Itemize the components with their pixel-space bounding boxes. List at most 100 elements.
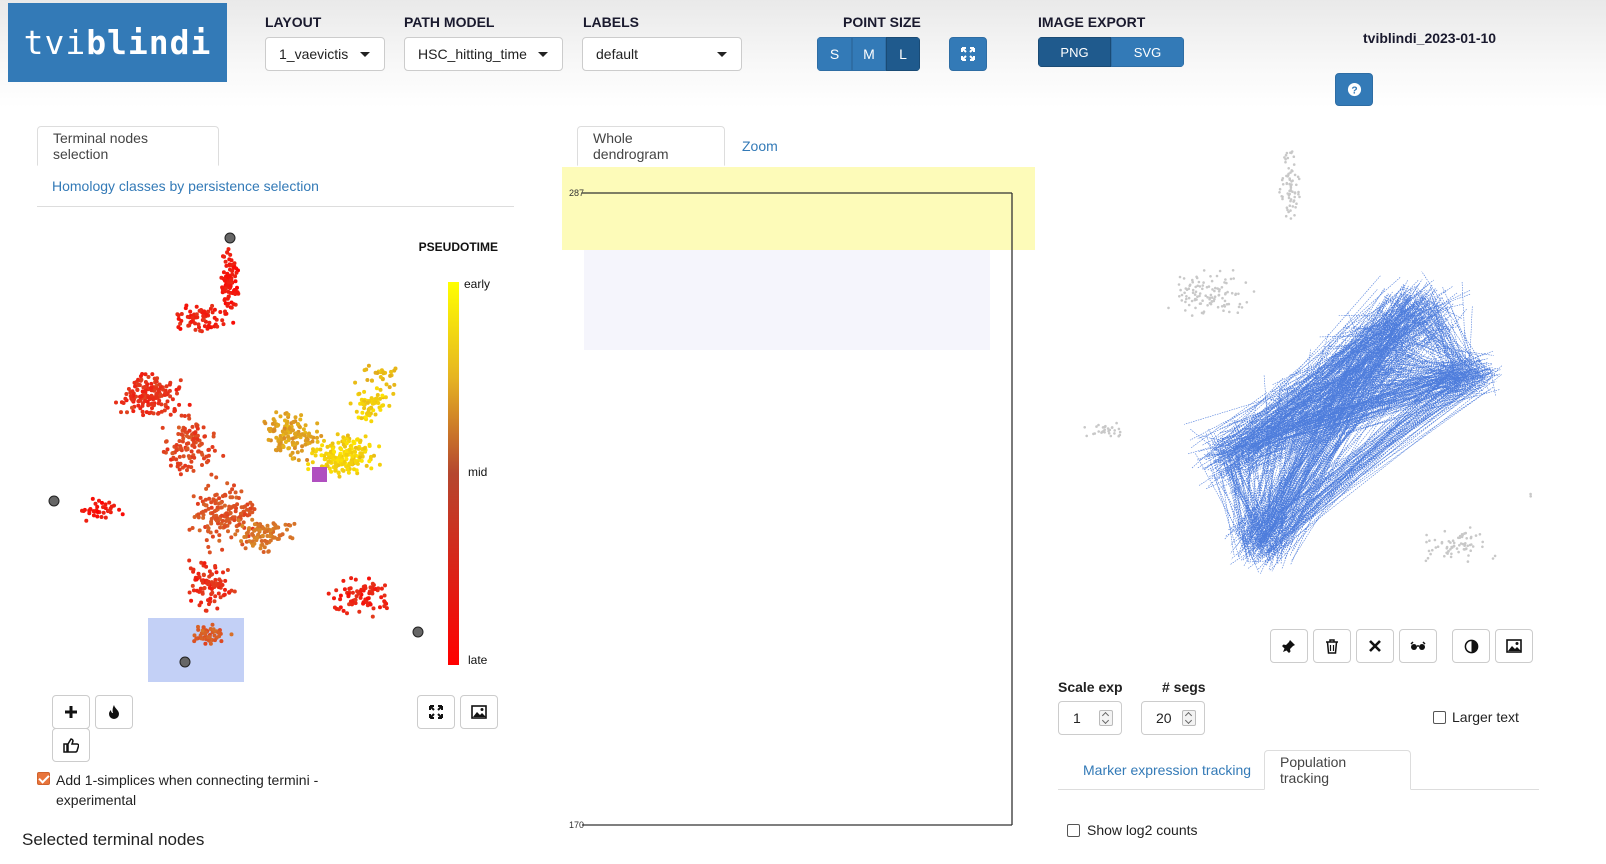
cell-point	[222, 524, 227, 529]
cell-point	[184, 441, 189, 446]
tab-population-tracking[interactable]: Population tracking	[1264, 750, 1411, 790]
cell-point	[275, 423, 280, 428]
cell-point	[226, 294, 231, 299]
question-circle-icon: ?	[1347, 82, 1361, 96]
cell-point	[223, 259, 228, 264]
image-icon	[1506, 639, 1522, 653]
cell-point	[179, 413, 184, 418]
cell-point	[335, 432, 340, 437]
background-point	[1481, 540, 1484, 544]
scale-exp-input[interactable]: 1	[1058, 701, 1122, 735]
path-model-select[interactable]: HSC_hitting_time	[404, 37, 563, 71]
background-point	[1223, 281, 1226, 284]
cell-point	[345, 611, 349, 616]
terminal-node[interactable]	[48, 495, 60, 507]
export-network-image-button[interactable]	[1495, 629, 1533, 663]
cell-point	[176, 325, 181, 330]
export-image-button[interactable]	[460, 695, 498, 729]
cell-point	[132, 380, 137, 385]
terminal-node[interactable]	[179, 656, 191, 668]
point-size-m-button[interactable]: M	[852, 37, 886, 71]
cell-point	[350, 602, 354, 607]
cell-point	[194, 312, 199, 317]
background-point	[1228, 310, 1231, 314]
stepper-arrows-icon[interactable]	[1182, 710, 1196, 726]
fullscreen-button[interactable]	[949, 37, 987, 71]
cell-point	[315, 447, 320, 452]
cell-point	[214, 475, 219, 480]
larger-text-checkbox[interactable]	[1433, 711, 1446, 724]
labels-select[interactable]: default	[582, 37, 742, 71]
tab-whole-dendrogram[interactable]: Whole dendrogram	[577, 126, 725, 166]
expand-icon	[961, 47, 975, 61]
background-point	[1210, 279, 1214, 283]
segs-input[interactable]: 20	[1141, 701, 1205, 735]
pin-button[interactable]	[1270, 629, 1308, 663]
chevron-down-icon	[717, 52, 727, 57]
cell-point	[125, 410, 129, 415]
background-point	[1470, 543, 1473, 546]
like-button[interactable]	[52, 728, 90, 762]
cell-point	[180, 439, 185, 444]
tab-zoom[interactable]: Zoom	[742, 138, 778, 154]
selection-box[interactable]	[148, 618, 244, 682]
terminal-node[interactable]	[224, 232, 236, 244]
cell-point	[195, 437, 200, 442]
cell-point	[326, 455, 331, 460]
cell-point	[212, 307, 217, 312]
delete-button[interactable]	[1313, 629, 1351, 663]
dendrogram-plot[interactable]: 287 170	[560, 165, 1040, 835]
background-point	[1188, 283, 1192, 287]
cell-point	[328, 443, 333, 448]
cell-point	[177, 454, 182, 459]
terminal-node[interactable]	[412, 626, 424, 638]
pseudotime-scatter-plot[interactable]: PSEUDOTIME early mid late	[40, 215, 510, 690]
cell-point	[126, 387, 131, 391]
cell-point	[341, 438, 346, 443]
tab-terminal-nodes-selection[interactable]: Terminal nodes selection	[37, 126, 219, 166]
background-point	[1209, 275, 1212, 278]
cell-point	[310, 460, 315, 465]
tab-marker-expression-tracking[interactable]: Marker expression tracking	[1083, 762, 1252, 778]
cell-point	[187, 402, 192, 407]
cell-point	[204, 538, 209, 543]
background-point	[1210, 296, 1214, 299]
cell-point	[196, 627, 201, 632]
export-png-button[interactable]: PNG	[1038, 37, 1111, 67]
point-size-l-button[interactable]: L	[886, 37, 920, 71]
terminal-nodes	[48, 232, 424, 668]
cell-point	[93, 501, 98, 506]
add-button[interactable]	[52, 695, 90, 729]
background-point	[1097, 423, 1100, 427]
cell-point	[202, 586, 206, 591]
point-size-s-button[interactable]: S	[817, 37, 852, 71]
clear-button[interactable]	[1356, 629, 1394, 663]
background-point	[1464, 547, 1468, 551]
cell-point	[363, 434, 368, 439]
background-point	[1208, 297, 1211, 301]
fullscreen-plot-button[interactable]	[417, 695, 455, 729]
stepper-arrows-icon[interactable]	[1099, 710, 1113, 726]
tab-homology-classes[interactable]: Homology classes by persistence selectio…	[52, 178, 319, 194]
contrast-button[interactable]	[1452, 629, 1490, 663]
cell-point	[168, 380, 173, 385]
background-point	[1293, 195, 1296, 199]
cell-point	[174, 443, 179, 447]
background-point	[1183, 291, 1186, 295]
view-button[interactable]	[1399, 629, 1437, 663]
trajectory-network-plot[interactable]	[1060, 125, 1550, 615]
show-log2-checkbox[interactable]	[1067, 824, 1080, 837]
export-svg-button[interactable]: SVG	[1111, 37, 1184, 67]
cell-point	[334, 606, 339, 611]
help-button[interactable]: ?	[1335, 73, 1373, 106]
layout-select[interactable]: 1_vaevictis	[265, 37, 385, 71]
cell-point	[206, 483, 211, 488]
cell-point	[138, 394, 142, 399]
cell-point	[196, 571, 201, 576]
heat-button[interactable]	[95, 695, 133, 729]
add-simplices-checkbox[interactable]	[37, 772, 50, 785]
cell-point	[288, 535, 293, 540]
cell-point	[220, 547, 225, 552]
background-point	[1449, 555, 1453, 559]
cell-point	[352, 449, 357, 454]
